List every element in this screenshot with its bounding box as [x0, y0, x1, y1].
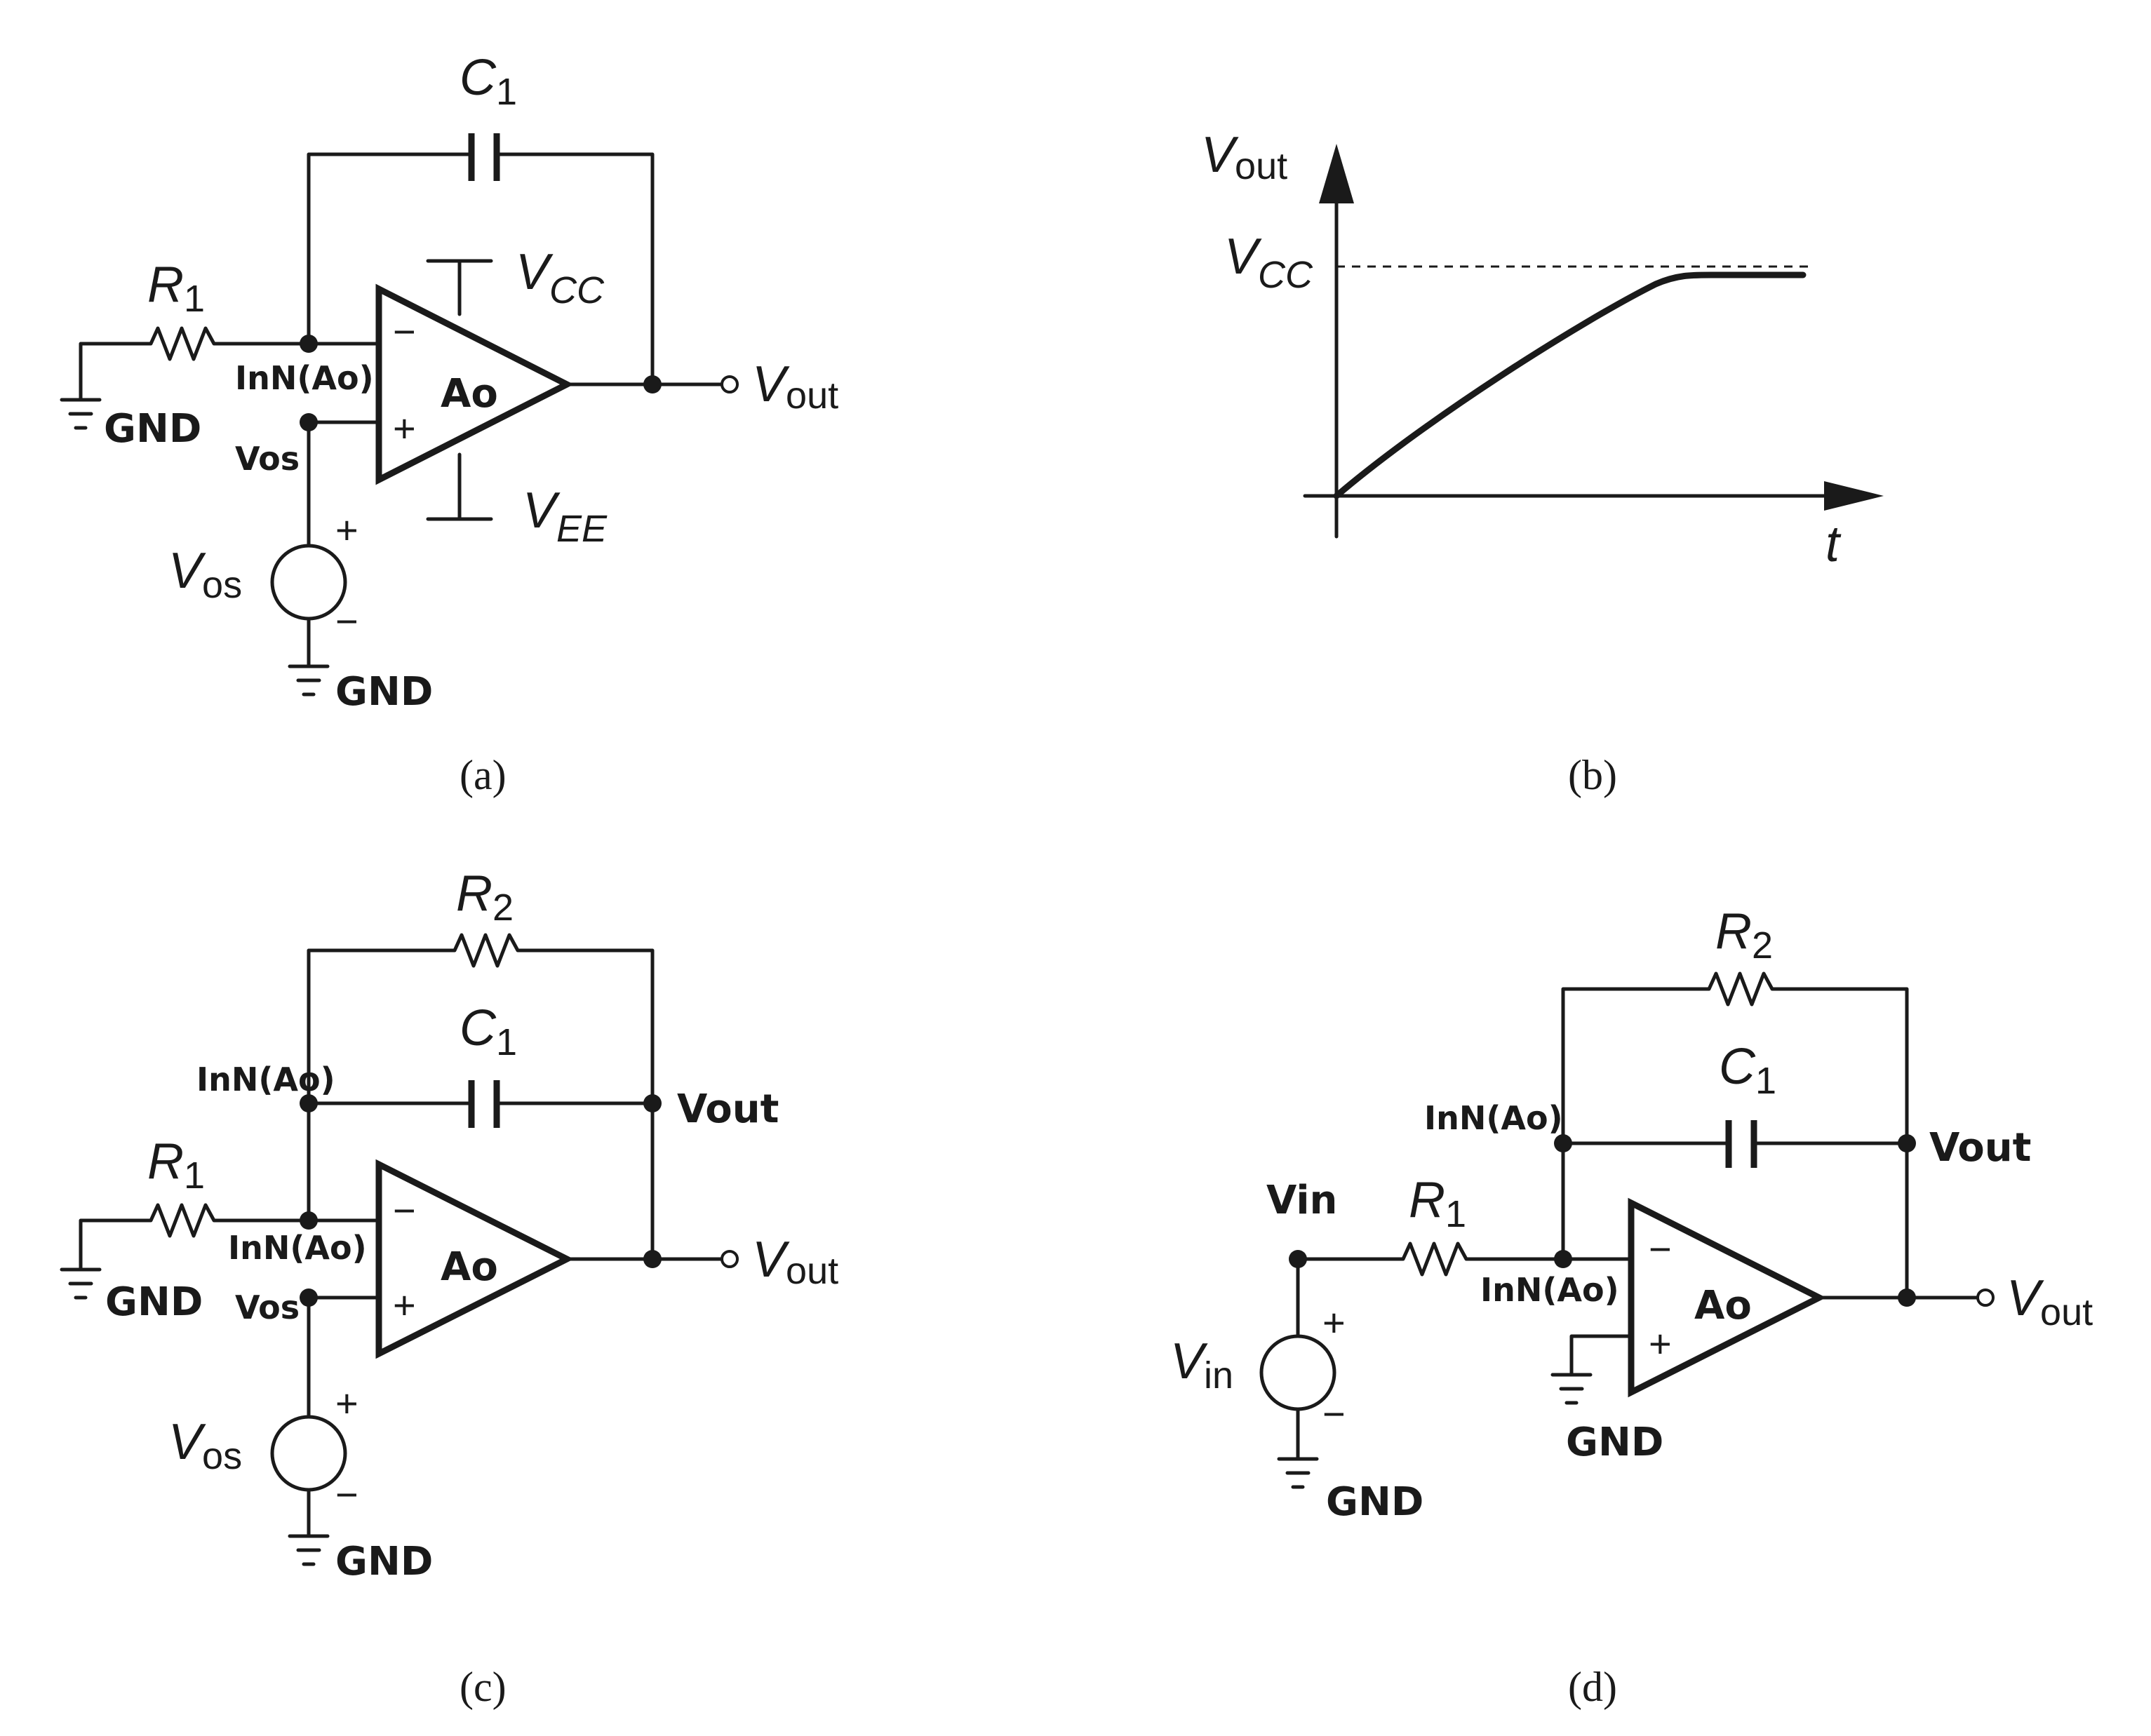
caption-d: (d): [1568, 1664, 1617, 1710]
inverting-node-a: [300, 335, 318, 353]
resistor-r1-c: [79, 1203, 377, 1272]
vin-node-label-d: Vin: [1266, 1178, 1337, 1223]
vout-top-node-d: [1898, 1134, 1916, 1152]
source-plus-d: +: [1322, 1300, 1346, 1345]
resistor-r2-d: [1561, 971, 1909, 1300]
inn-top-node-d: [1554, 1134, 1572, 1152]
circuit-d: [1259, 971, 1995, 1489]
caption-c: (c): [460, 1664, 507, 1710]
y-axis-label-b: Vout: [1201, 127, 1287, 187]
output-node-c: [643, 1250, 662, 1268]
vos-node-label-a: Vos: [235, 440, 300, 478]
vout-label-c: Vout: [752, 1232, 838, 1292]
plus-sign-d: +: [1649, 1321, 1672, 1366]
gnd-left-label-c: GND: [105, 1279, 203, 1325]
output-terminal-a: [721, 375, 739, 393]
inn-top-label-d: InN(Ao): [1424, 1099, 1563, 1137]
voltage-source-vos-c: [270, 1415, 347, 1492]
vout-node-label-c: Vout: [677, 1086, 779, 1132]
vee-rail-a: [426, 452, 493, 521]
ground-left-a: [60, 380, 102, 430]
ground-opamp-d: [1550, 1373, 1593, 1405]
resistor-r1-a: [79, 326, 377, 384]
opamp-label-d: Ao: [1694, 1283, 1752, 1328]
output-terminal-c: [721, 1250, 739, 1268]
vos-node-c: [300, 1288, 318, 1307]
vout-curve-b: [1333, 271, 1807, 499]
gnd-left-label-a: GND: [104, 406, 201, 452]
vcc-label-b: VCC: [1224, 229, 1313, 296]
ground-left-c: [60, 1267, 102, 1300]
inn-label-d: InN(Ao): [1480, 1271, 1619, 1309]
voltage-source-vos-a: [270, 544, 347, 621]
vout-label-d: Vout: [2006, 1270, 2093, 1333]
output-node-d: [1898, 1288, 1916, 1307]
vcc-label-a: VCC: [516, 244, 605, 311]
inn-top-label-c: InN(Ao): [196, 1061, 335, 1098]
x-axis-label-b: t: [1825, 516, 1842, 572]
vout-label-a: Vout: [752, 356, 838, 417]
inn-label-c: InN(Ao): [228, 1229, 367, 1267]
resistor-r1-d: [1296, 1242, 1633, 1277]
r1-label-a: R1: [147, 257, 205, 320]
feedback-wire-a: [307, 152, 655, 386]
ground-bottom-c: [288, 1534, 330, 1566]
opamp-a: [375, 283, 574, 485]
vos-node-a: [300, 413, 318, 431]
vos-label-c: Vos: [168, 1414, 242, 1477]
gnd-vin-label-d: GND: [1326, 1479, 1423, 1525]
source-plus-a: +: [335, 508, 358, 552]
r1-label-d: R1: [1409, 1172, 1466, 1235]
non-inverting-wire-d: [1569, 1334, 1633, 1377]
vin-label-d: Vin: [1170, 1333, 1233, 1397]
minus-sign-d: −: [1649, 1227, 1672, 1271]
gnd-bottom-label-a: GND: [335, 669, 433, 715]
vos-node-label-c: Vos: [235, 1288, 300, 1326]
source-minus-d: −: [1322, 1392, 1346, 1436]
opamp-label-a: Ao: [441, 371, 498, 417]
caption-b: (b): [1568, 752, 1617, 798]
output-node-a: [643, 375, 662, 393]
vout-top-node-c: [643, 1094, 662, 1112]
opamp-c: [375, 1159, 575, 1359]
c1-label-d: C1: [1719, 1039, 1776, 1102]
r2-label-c: R2: [456, 866, 514, 929]
vos-label-a: Vos: [168, 543, 242, 606]
x-axis-arrow-b: [1824, 481, 1884, 511]
r2-label-d: R2: [1715, 903, 1773, 967]
c1-label-c: C1: [460, 1000, 517, 1063]
circuit-a: [60, 133, 739, 697]
minus-sign-a: −: [393, 309, 416, 354]
graph-b: [1303, 144, 1884, 539]
output-terminal-d: [1976, 1288, 1995, 1307]
inverting-node-c: [300, 1211, 318, 1230]
plus-sign-a: +: [393, 406, 416, 450]
circuit-c: [60, 933, 739, 1566]
plus-sign-c: +: [393, 1283, 416, 1327]
inn-label-a: InN(Ao): [235, 359, 374, 397]
y-axis-arrow-b: [1319, 144, 1354, 203]
opamp-label-c: Ao: [441, 1244, 498, 1290]
gnd-opamp-label-d: GND: [1566, 1420, 1663, 1465]
vout-node-label-d: Vout: [1929, 1125, 2031, 1171]
source-minus-a: −: [335, 599, 358, 643]
opamp-d: [1628, 1197, 1827, 1398]
resistor-r2-c: [307, 933, 655, 1261]
vee-label-a: VEE: [523, 483, 608, 550]
r1-label-c: R1: [147, 1133, 205, 1197]
source-minus-c: −: [335, 1472, 358, 1516]
minus-sign-c: −: [393, 1188, 416, 1232]
ground-bottom-a: [288, 664, 330, 697]
source-plus-c: +: [335, 1381, 358, 1425]
gnd-bottom-label-c: GND: [335, 1539, 433, 1584]
caption-a: (a): [460, 752, 507, 798]
inverting-node-d: [1554, 1250, 1572, 1268]
ground-vin-d: [1277, 1457, 1319, 1489]
vcc-rail-a: [426, 259, 493, 316]
c1-label-a: C1: [460, 50, 517, 113]
